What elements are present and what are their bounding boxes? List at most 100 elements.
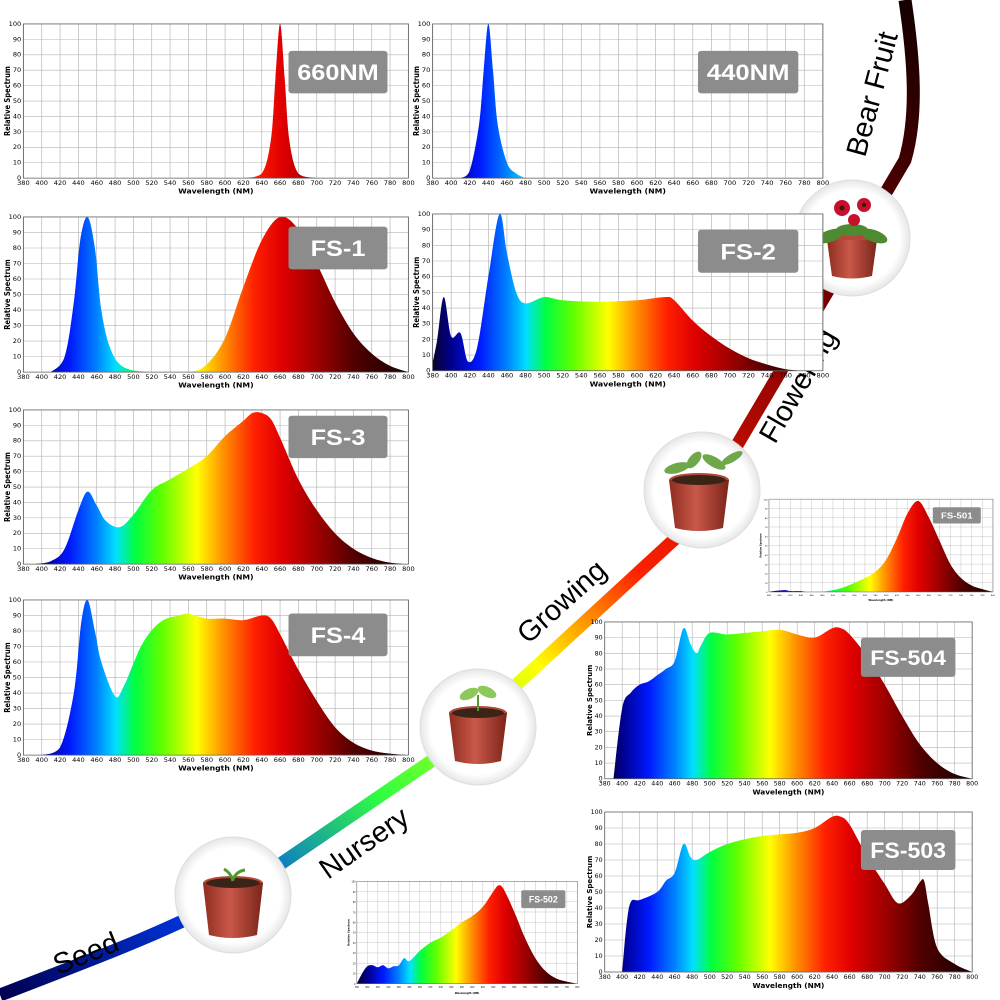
y-axis-label: Relative Spectrum — [3, 66, 13, 136]
x-tick-label: 540 — [575, 180, 588, 186]
x-tick-label: 720 — [329, 180, 342, 187]
x-tick-label: 460 — [669, 781, 681, 788]
x-axis-label: Wavelength (NM) — [752, 788, 824, 797]
x-tick-label: 400 — [35, 757, 48, 764]
chart-title-badge — [697, 229, 799, 273]
y-tick-label: 0 — [426, 175, 430, 181]
chart-fs504: 380 400 420 440 460 480 500 520 540 560 580 600 620 6… — [585, 619, 978, 796]
x-tick-label: 640 — [255, 180, 268, 187]
y-tick-label: 50 — [353, 932, 356, 935]
x-tick-label: 600 — [884, 595, 889, 597]
x-tick-label: 760 — [365, 566, 378, 573]
x-tick-label: 520 — [721, 781, 733, 788]
chart-title-badge — [932, 507, 981, 524]
y-tick-label: 60 — [422, 274, 430, 281]
chart-title: 660NM — [297, 61, 378, 86]
spectrum-area — [356, 885, 578, 984]
y-tick-label: 40 — [353, 942, 356, 945]
x-tick-label: 760 — [554, 986, 559, 989]
x-tick-label: 540 — [164, 757, 177, 764]
y-tick-label: 100 — [351, 881, 356, 884]
x-tick-label: 420 — [634, 781, 646, 788]
y-tick-label: 10 — [595, 760, 603, 767]
y-tick-label: 30 — [595, 729, 603, 736]
x-tick-label: 480 — [519, 180, 532, 186]
x-tick-label: 460 — [90, 566, 103, 573]
x-tick-label: 520 — [842, 595, 847, 597]
x-tick-label: 420 — [54, 566, 67, 573]
x-tick-label: 780 — [798, 180, 811, 186]
x-tick-label: 560 — [863, 595, 868, 597]
seed-stage-circle — [174, 836, 292, 954]
y-axis-label: Relative Spectrum — [3, 642, 13, 713]
spectrum-area — [432, 213, 805, 371]
y-tick-label: 90 — [353, 891, 356, 894]
x-tick-label: 640 — [255, 374, 268, 381]
x-tick-label: 560 — [593, 180, 606, 186]
x-tick-label: 760 — [779, 180, 792, 186]
chart-title-badge — [860, 637, 956, 677]
x-tick-label: 600 — [219, 374, 232, 381]
x-tick-label: 640 — [255, 566, 268, 573]
chart-title: FS-503 — [870, 838, 946, 862]
x-tick-label: 560 — [182, 374, 195, 381]
x-tick-label: 740 — [761, 180, 774, 186]
x-tick-label: 700 — [523, 986, 528, 989]
y-tick-label: 40 — [13, 307, 21, 314]
x-tick-label: 780 — [798, 373, 811, 380]
y-tick-label: 60 — [13, 469, 21, 476]
x-tick-label: 620 — [237, 180, 250, 187]
y-tick-label: 100 — [591, 809, 603, 816]
chart-title: FS-2 — [720, 240, 776, 265]
x-tick-label: 740 — [959, 595, 964, 597]
y-tick-label: 0 — [17, 561, 21, 568]
y-tick-label: 20 — [595, 745, 603, 752]
x-tick-label: 800 — [816, 180, 829, 186]
x-tick-label: 700 — [310, 566, 323, 573]
seedling-icon — [459, 685, 497, 711]
x-tick-label: 580 — [200, 374, 213, 381]
x-tick-label: 800 — [402, 180, 415, 187]
x-tick-label: 420 — [376, 986, 381, 989]
y-tick-label: 60 — [13, 83, 21, 90]
y-tick-label: 0 — [354, 983, 356, 986]
y-tick-label: 10 — [13, 546, 21, 553]
y-tick-label: 70 — [353, 911, 356, 914]
x-tick-label: 560 — [756, 781, 768, 788]
spectrum-area — [32, 412, 409, 565]
x-tick-label: 380 — [426, 373, 439, 380]
y-tick-label: 50 — [13, 484, 21, 491]
x-tick-label: 420 — [54, 180, 67, 187]
y-tick-label: 60 — [595, 873, 603, 880]
leaves-icon — [816, 224, 888, 244]
y-tick-label: 50 — [422, 98, 431, 104]
x-tick-label: 700 — [724, 373, 737, 380]
y-tick-label: 50 — [595, 697, 603, 704]
y-tick-label: 10 — [422, 352, 430, 359]
stage-label-seed: Seed — [49, 926, 124, 981]
y-tick-label: 50 — [13, 98, 21, 105]
x-tick-label: 420 — [463, 180, 476, 186]
y-tick-label: 0 — [599, 776, 603, 783]
x-tick-label: 420 — [788, 595, 793, 597]
x-tick-label: 540 — [575, 373, 588, 380]
x-tick-label: 780 — [384, 374, 397, 381]
chart-title-badge — [697, 50, 799, 94]
x-tick-label: 520 — [145, 757, 158, 764]
x-tick-label: 640 — [491, 986, 496, 989]
x-tick-label: 700 — [938, 595, 943, 597]
x-tick-label: 680 — [705, 180, 718, 186]
y-tick-label: 80 — [595, 650, 603, 657]
y-tick-label: 70 — [13, 67, 21, 74]
y-tick-label: 50 — [13, 675, 21, 682]
x-tick-label: 540 — [164, 180, 177, 187]
x-tick-label: 680 — [861, 781, 873, 788]
x-tick-label: 520 — [556, 373, 569, 380]
x-tick-label: 740 — [347, 757, 360, 764]
x-axis-label: Wavelength (NM) — [590, 187, 666, 195]
x-tick-label: 620 — [809, 781, 821, 788]
x-tick-label: 680 — [292, 566, 305, 573]
x-tick-label: 460 — [90, 374, 103, 381]
y-tick-label: 70 — [422, 258, 430, 265]
y-tick-label: 30 — [13, 129, 21, 136]
